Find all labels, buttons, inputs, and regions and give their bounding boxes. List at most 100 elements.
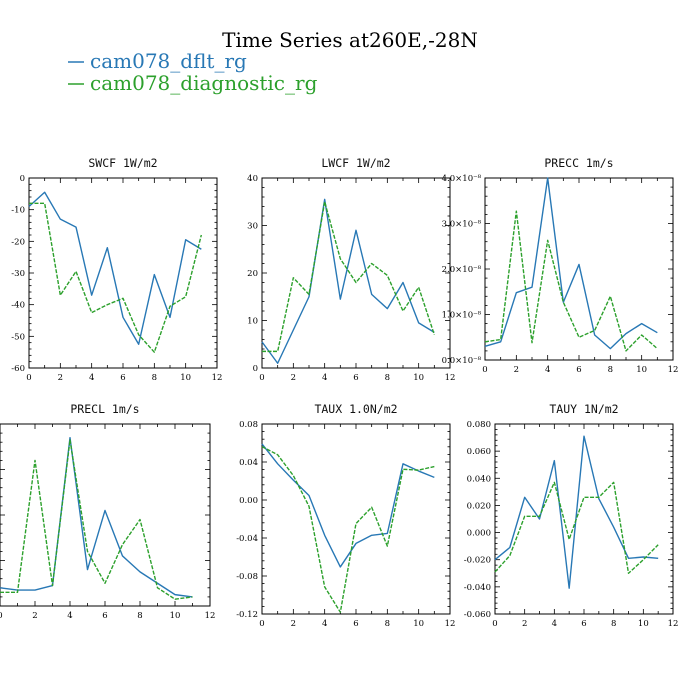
- lwcf-y-tick-label: 10: [247, 317, 258, 327]
- lwcf-x-tick-label: 12: [445, 373, 456, 383]
- panel-precc: PRECC 1m/s 0 2 4 6 8 10 12 0.0×10⁻⁸ 1.0×10⁻⁸ 2.0×1…: [442, 156, 679, 375]
- precc-x-tick-label: 0: [482, 365, 487, 375]
- swcf-y-tick-label: 0: [20, 174, 25, 184]
- precl-x-tick-label: 10: [170, 611, 181, 621]
- precl-series-diagnostic-line: [0, 439, 193, 600]
- swcf-series-diagnostic-line: [29, 202, 203, 353]
- lwcf-y-tick-label: 40: [247, 174, 258, 184]
- swcf-x-tick-label: 2: [58, 373, 63, 383]
- precl-panel-title: PRECL 1m/s: [70, 402, 139, 416]
- precc-series-dflt-line: [484, 177, 658, 350]
- tauy-y-tick-label: 0.040: [467, 474, 491, 484]
- lwcf-x-tick-label: 4: [322, 373, 327, 383]
- precl-x-tick-label: 8: [137, 611, 142, 621]
- lwcf-x-tick-label: 6: [353, 373, 358, 383]
- precc-x-tick-label: 12: [668, 365, 679, 375]
- lwcf-y-tick-label: 0: [253, 364, 258, 374]
- taux-series-diagnostic-line: [261, 445, 435, 613]
- swcf-y-tick-label: -40: [11, 301, 25, 311]
- precl-x-tick-label: 6: [102, 611, 107, 621]
- precl-x-tick-label: 12: [205, 611, 216, 621]
- tauy-series-dflt-line: [494, 435, 659, 589]
- swcf-x-tick-label: 4: [89, 373, 94, 383]
- swcf-y-tick-label: -50: [11, 332, 25, 342]
- taux-y-tick-label: -0.08: [236, 572, 258, 582]
- tauy-x-tick-label: 10: [638, 619, 649, 629]
- tauy-panel-title: TAUY 1N/m2: [549, 402, 618, 416]
- taux-x-tick-label: 0: [259, 619, 264, 629]
- panel-swcf: SWCF 1W/m2 0 2 4 6 8 10 12 -60 -50 -40 -30 -20 -10 0: [11, 156, 222, 383]
- tauy-x-tick-label: 12: [668, 619, 679, 629]
- tauy-y-tick-label: 0.060: [467, 447, 491, 457]
- tauy-plot-frame: [494, 423, 674, 615]
- tauy-y-tick-label: -0.040: [464, 583, 491, 593]
- swcf-y-tick-label: -20: [11, 237, 25, 247]
- swcf-panel-title: SWCF 1W/m2: [88, 156, 157, 170]
- panel-tauy: TAUY 1N/m2 0 2 4 6 8 10 12 -0.060 -0.040 -0.020 0.0…: [464, 402, 679, 629]
- precc-y-tick-label: 2.0×10⁻⁸: [442, 265, 482, 275]
- tauy-y-tick-label: 0.020: [467, 501, 491, 511]
- panel-taux: TAUX 1.0N/m2 0 2 4 6 8 10 12 -0.12 -0.08 -0.04 0.00…: [236, 402, 455, 629]
- taux-y-tick-label: -0.12: [236, 610, 258, 620]
- taux-plot-frame: [261, 423, 451, 615]
- precc-y-tick-label: 0.0×10⁻⁸: [442, 356, 482, 366]
- lwcf-x-tick-label: 0: [259, 373, 264, 383]
- precl-x-tick-label: 2: [32, 611, 37, 621]
- swcf-x-tick-label: 6: [120, 373, 125, 383]
- tauy-x-tick-label: 8: [611, 619, 616, 629]
- precl-plot-frame: [0, 423, 211, 607]
- precc-x-tick-label: 2: [514, 365, 519, 375]
- taux-y-tick-label: 0.04: [239, 458, 258, 468]
- lwcf-x-tick-label: 2: [291, 373, 296, 383]
- swcf-x-tick-label: 8: [152, 373, 157, 383]
- precc-plot-frame: [484, 177, 674, 361]
- swcf-x-tick-label: 12: [212, 373, 223, 383]
- tauy-y-tick-label: 0.000: [467, 529, 491, 539]
- taux-x-tick-label: 2: [291, 619, 296, 629]
- precc-x-tick-label: 8: [608, 365, 613, 375]
- precc-x-tick-label: 10: [636, 365, 647, 375]
- precc-x-tick-label: 4: [545, 365, 550, 375]
- lwcf-panel-title: LWCF 1W/m2: [321, 156, 390, 170]
- tauy-y-tick-label: 0.080: [467, 420, 491, 430]
- swcf-y-tick-label: -10: [11, 206, 25, 216]
- panel-lwcf: LWCF 1W/m2 0 2 4 6 8 10 12 0 10 20 30 40: [247, 156, 455, 383]
- taux-series-dflt-line: [261, 443, 435, 568]
- taux-x-tick-label: 6: [353, 619, 358, 629]
- lwcf-x-tick-label: 8: [385, 373, 390, 383]
- taux-y-tick-label: 0.08: [239, 420, 258, 430]
- tauy-y-tick-label: -0.060: [464, 610, 491, 620]
- tauy-x-tick-label: 6: [581, 619, 586, 629]
- precl-series-dflt-line: [0, 436, 193, 598]
- taux-panel-title: TAUX 1.0N/m2: [314, 402, 397, 416]
- lwcf-plot-frame: [261, 177, 451, 369]
- precl-x-tick-label: 4: [67, 611, 72, 621]
- swcf-y-tick-label: -60: [11, 364, 25, 374]
- precc-y-tick-label: 3.0×10⁻⁸: [442, 220, 482, 230]
- taux-x-tick-label: 8: [385, 619, 390, 629]
- precc-panel-title: PRECC 1m/s: [544, 156, 613, 170]
- taux-x-tick-label: 4: [322, 619, 327, 629]
- precc-y-tick-label: 4.0×10⁻⁸: [442, 174, 482, 184]
- lwcf-y-tick-label: 30: [247, 222, 258, 232]
- lwcf-x-tick-label: 10: [413, 373, 424, 383]
- swcf-x-tick-label: 10: [180, 373, 191, 383]
- lwcf-y-tick-label: 20: [247, 269, 258, 279]
- tauy-y-tick-label: -0.020: [464, 556, 491, 566]
- legend-label-dflt: cam078_dflt_rg: [90, 49, 247, 73]
- legend-label-diagnostic: cam078_diagnostic_rg: [90, 71, 318, 95]
- swcf-series-dflt-line: [28, 191, 202, 345]
- panel-precl: PRECL 1m/s0246810120×10⁻⁹1×10⁻⁹2×10⁻⁹3×1…: [0, 402, 215, 621]
- figure-title: Time Series at260E,-28N: [222, 28, 478, 52]
- lwcf-series-diagnostic-line: [262, 201, 435, 353]
- taux-y-tick-label: -0.04: [236, 534, 258, 544]
- legend: cam078_dflt_rg cam078_diagnostic_rg: [68, 49, 318, 95]
- taux-x-tick-label: 10: [413, 619, 424, 629]
- tauy-x-tick-label: 4: [552, 619, 557, 629]
- tauy-x-tick-label: 2: [522, 619, 527, 629]
- swcf-x-tick-label: 0: [26, 373, 31, 383]
- swcf-y-tick-label: -30: [11, 269, 25, 279]
- tauy-x-tick-label: 0: [492, 619, 497, 629]
- taux-y-tick-label: 0.00: [239, 496, 258, 506]
